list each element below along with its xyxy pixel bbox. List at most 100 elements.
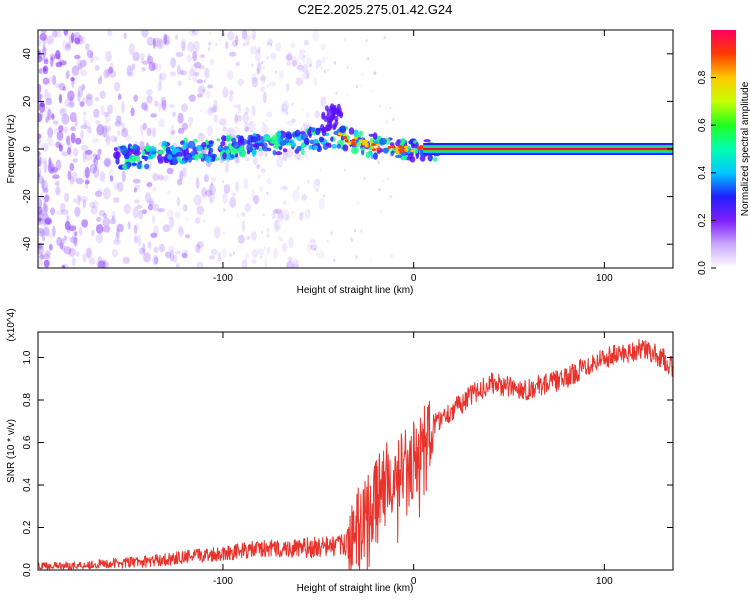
noise-speckle [280, 186, 289, 191]
noise-speckle [316, 65, 319, 69]
noise-speckle [100, 262, 105, 268]
noise-speckle [244, 202, 251, 213]
noise-speckle [174, 250, 182, 255]
signal-blob [144, 163, 150, 170]
noise-speckle [70, 126, 76, 132]
noise-speckle [264, 258, 268, 268]
noise-speckle [203, 219, 206, 223]
noise-speckle [152, 37, 161, 47]
noise-speckle [113, 81, 121, 92]
noise-speckle [71, 257, 76, 266]
noise-speckle [181, 103, 189, 112]
noise-speckle [330, 231, 333, 235]
noise-speckle [256, 67, 260, 76]
noise-speckle [208, 47, 211, 51]
noise-speckle [63, 30, 69, 36]
noise-speckle [257, 174, 262, 180]
noise-speckle [288, 236, 294, 249]
signal-blob [141, 150, 146, 156]
noise-speckle [248, 120, 253, 126]
noise-speckle [296, 185, 300, 191]
noise-speckle [229, 196, 236, 209]
noise-speckle [66, 90, 75, 102]
noise-speckle [147, 55, 154, 64]
noise-speckle [290, 56, 299, 66]
noise-speckle [71, 171, 78, 182]
noise-speckle [152, 173, 160, 181]
noise-speckle [355, 255, 358, 259]
noise-speckle [389, 195, 392, 199]
noise-speckle [188, 76, 191, 80]
noise-speckle [283, 185, 286, 189]
noise-speckle [103, 213, 108, 218]
noise-speckle [108, 218, 117, 225]
noise-speckle [174, 211, 181, 219]
noise-speckle [74, 231, 78, 237]
signal-blob [339, 125, 347, 134]
noise-speckle [259, 75, 267, 81]
noise-speckle [109, 70, 117, 78]
noise-speckle [316, 252, 318, 256]
signal-blob [197, 152, 204, 158]
signal-peak [353, 136, 358, 140]
noise-speckle [47, 160, 53, 169]
noise-speckle [38, 259, 44, 267]
noise-speckle [177, 228, 184, 237]
noise-speckle [276, 225, 281, 230]
noise-speckle [186, 54, 192, 63]
noise-speckle [38, 211, 44, 217]
noise-speckle [241, 259, 248, 268]
noise-speckle [209, 183, 213, 194]
noise-speckle [80, 59, 87, 68]
noise-speckle [181, 249, 188, 259]
y-tick-label: 20 [22, 95, 33, 107]
signal-blob [296, 145, 302, 152]
signal-peak [404, 145, 408, 149]
noise-speckle [166, 209, 174, 220]
signal-blob [419, 149, 425, 157]
noise-speckle [200, 54, 205, 59]
noise-speckle [243, 178, 249, 190]
y-tick-label: 40 [22, 48, 33, 60]
noise-speckle [286, 259, 294, 268]
noise-speckle [371, 89, 374, 92]
noise-speckle [38, 175, 44, 184]
noise-speckle [77, 85, 84, 98]
noise-speckle [76, 194, 82, 201]
noise-speckle [286, 120, 294, 126]
signal-blob [348, 127, 355, 135]
signal-blob [379, 137, 387, 145]
noise-speckle [84, 149, 93, 155]
noise-speckle [266, 177, 272, 185]
noise-speckle [197, 85, 206, 96]
signal-blob [365, 151, 371, 159]
noise-speckle [262, 121, 265, 125]
noise-speckle [207, 125, 213, 137]
noise-speckle [131, 63, 135, 71]
signal-blob [330, 136, 334, 142]
noise-speckle [196, 205, 205, 215]
signal-blob [115, 157, 120, 165]
noise-speckle [143, 252, 151, 263]
noise-speckle [109, 135, 117, 143]
noise-speckle [181, 122, 188, 131]
noise-speckle [291, 103, 294, 106]
signal-blob [276, 130, 282, 138]
noise-speckle [146, 181, 153, 188]
signal-blob [312, 145, 319, 150]
noise-speckle [192, 30, 199, 36]
noise-speckle [49, 53, 56, 61]
noise-speckle [260, 230, 263, 234]
noise-speckle [113, 181, 120, 190]
noise-speckle [114, 120, 123, 127]
noise-speckle [67, 147, 72, 155]
noise-speckle [296, 64, 304, 70]
noise-speckle [309, 63, 312, 67]
signal-blob [133, 150, 141, 156]
noise-speckle [379, 104, 381, 108]
noise-speckle [127, 221, 131, 230]
noise-speckle [111, 215, 116, 221]
noise-speckle [38, 141, 41, 150]
noise-speckle [95, 154, 101, 161]
signal-blob [126, 162, 131, 170]
